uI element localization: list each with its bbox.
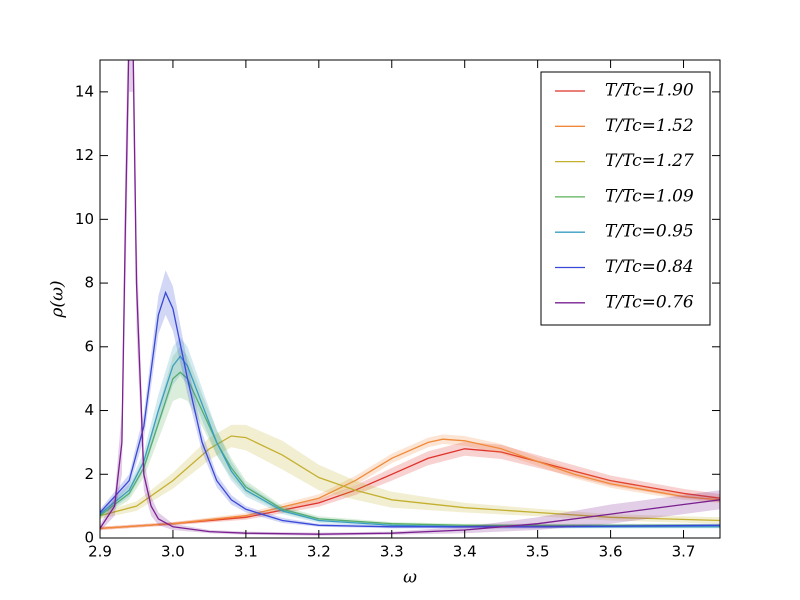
y-tick-label: 6	[84, 337, 94, 355]
x-tick-label: 3.0	[161, 543, 185, 561]
y-tick-label: 12	[75, 146, 94, 164]
legend-label: T/Tc=1.27	[605, 151, 694, 171]
x-tick-label: 3.7	[672, 543, 696, 561]
y-tick-label: 10	[75, 210, 94, 228]
y-tick-label: 4	[84, 401, 94, 419]
y-tick-label: 8	[84, 274, 94, 292]
error-band	[100, 270, 720, 529]
y-tick-label: 0	[84, 529, 94, 547]
error-band	[100, 441, 720, 530]
series-line	[100, 290, 720, 528]
legend-box	[540, 71, 711, 326]
series-line	[100, 438, 720, 530]
x-tick-label: 2.9	[88, 543, 112, 561]
series-line	[100, 355, 720, 528]
legend-label: T/Tc=0.84	[605, 257, 694, 277]
y-axis-label: ρ(ω)	[48, 280, 68, 318]
legend-label: T/Tc=0.95	[605, 222, 694, 242]
x-tick-label: 3.5	[526, 543, 550, 561]
legend-label: T/Tc=1.52	[605, 116, 694, 136]
x-tick-label: 3.3	[380, 543, 404, 561]
x-tick-label: 3.1	[234, 543, 258, 561]
series-line	[100, 60, 720, 535]
x-tick-label: 3.4	[453, 543, 477, 561]
legend-label: T/Tc=0.76	[605, 292, 694, 312]
legend-label: T/Tc=1.09	[605, 186, 694, 206]
series-line	[100, 448, 720, 530]
plot-area	[100, 60, 720, 536]
x-axis-label: ω	[403, 568, 417, 588]
x-tick-label: 3.2	[307, 543, 331, 561]
legend-label: T/Tc=1.90	[605, 81, 694, 101]
error-band	[100, 434, 720, 530]
y-tick-label: 14	[75, 82, 94, 100]
series-line	[100, 435, 720, 522]
error-band	[100, 424, 720, 524]
x-tick-label: 3.6	[599, 543, 623, 561]
axes-frame	[99, 59, 721, 539]
y-tick-label: 2	[84, 465, 94, 483]
